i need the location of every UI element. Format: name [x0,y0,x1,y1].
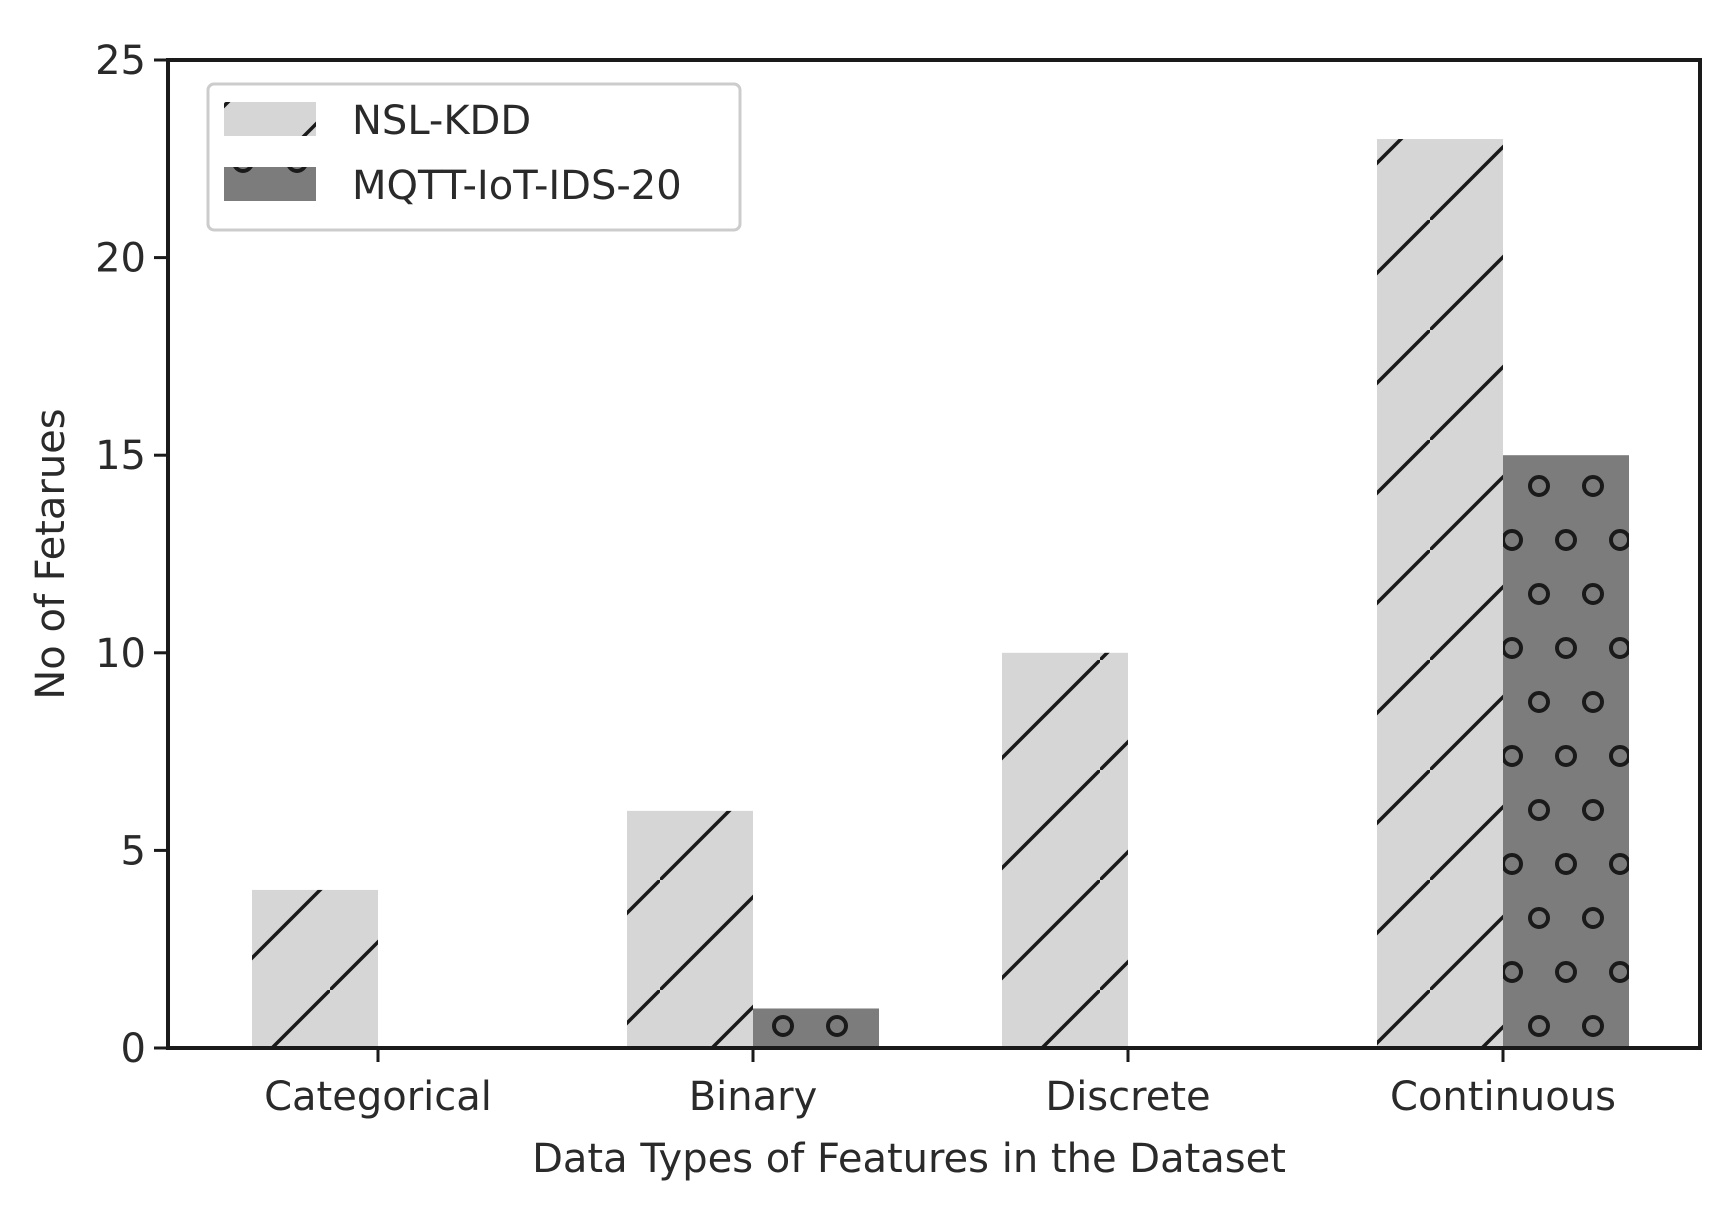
y-axis: 0 5 10 15 20 25 [95,38,168,1072]
y-tick-label: 25 [95,38,146,84]
bar-mqtt-iot-ids-20-binary [753,1008,879,1048]
bar-nsl-kdd-discrete [1002,652,1128,1048]
y-tick-label: 0 [121,1026,146,1072]
legend-label-nsl-kdd: NSL-KDD [352,98,531,144]
y-tick-label: 10 [95,631,146,677]
legend-swatch-nsl-kdd [224,102,316,136]
x-tick-label: Continuous [1390,1074,1616,1120]
y-tick-label: 5 [121,828,146,874]
legend: NSL-KDD MQTT-IoT-IDS-20 [206,82,742,232]
legend-box [206,82,742,232]
bar-nsl-kdd-categorical [252,889,378,1048]
y-tick-label: 15 [95,433,146,479]
bar-mqtt-iot-ids-20-continuous [1503,455,1629,1048]
x-tick-label: Discrete [1045,1074,1210,1120]
plot-frame [166,58,1702,1050]
bar-nsl-kdd-binary [627,810,753,1048]
legend-label-mqtt-iot-ids-20: MQTT-IoT-IDS-20 [352,163,682,209]
x-axis: Categorical Binary Discrete Continuous [264,1048,1616,1120]
x-tick-label: Binary [689,1074,818,1120]
x-axis-title: Data Types of Features in the Dataset [532,1136,1286,1182]
x-tick-label: Categorical [264,1074,492,1120]
bar-nsl-kdd-continuous [1377,139,1503,1049]
y-tick-label: 20 [95,236,146,282]
y-axis-title: No of Fetarues [28,408,74,699]
legend-swatch-mqtt-iot-ids-20 [224,167,316,201]
bars-layer [252,139,1629,1049]
